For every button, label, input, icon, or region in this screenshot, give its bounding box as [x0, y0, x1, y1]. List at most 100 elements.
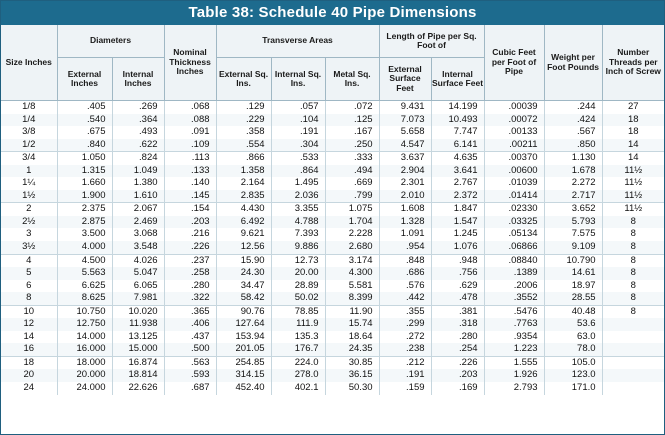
cell-internal-diameter: 6.065 — [111, 279, 165, 293]
cell-external-diameter: 2.375 — [56, 202, 112, 216]
cell-metal-area: 11.90 — [324, 304, 380, 319]
cell-external-diameter: 1.660 — [56, 177, 112, 190]
cell-external-area: 2.164 — [215, 177, 272, 190]
table-row: 6 6.625 6.065.280 34.47 28.89 5.581.576.629.2… — [1, 279, 665, 293]
cell-external-surface: .299 — [378, 318, 432, 331]
table-row: 2½ 2.875 2.469.203 6.492 4.788 1.704 1.328 1.54… — [1, 215, 665, 229]
table-row: 1 1.315 1.049.133 1.358.864.494 2.904 3.641.0… — [1, 164, 665, 178]
cell-cubic-feet: .08840 — [483, 253, 545, 268]
cell-external-diameter: 2.875 — [56, 215, 112, 229]
cell-internal-area: 50.02 — [270, 292, 326, 306]
col-header-internal-sq-ins: Internal Sq. Ins. — [270, 57, 326, 101]
cell-external-surface: .238 — [378, 343, 432, 357]
cell-external-diameter: .675 — [56, 126, 112, 139]
cell-external-area: 201.05 — [215, 343, 272, 357]
cell-external-diameter: 18.000 — [56, 355, 112, 370]
cell-internal-area: 3.355 — [270, 202, 326, 216]
cell-cubic-feet: .1389 — [483, 267, 545, 280]
cell-nominal-thickness: .145 — [163, 189, 217, 203]
cell-weight: 1.130 — [543, 151, 603, 165]
cell-metal-area: 36.15 — [324, 369, 380, 383]
cell-external-diameter: 8.625 — [56, 292, 112, 306]
cell-weight: 18.97 — [543, 279, 603, 293]
table-row: 3/8.675.493.091.358.191.167 5.658 7.747.00… — [1, 126, 665, 139]
table-row: 1/2.840.622.109.554.304.250 4.547 6.141.00… — [1, 138, 665, 152]
col-header-weight: Weight per Foot Pounds — [543, 25, 603, 101]
cell-size: 18 — [1, 355, 57, 370]
cell-external-area: 6.492 — [215, 215, 272, 229]
cell-internal-area: .191 — [270, 126, 326, 139]
cell-internal-area: .057 — [270, 100, 326, 114]
cell-threads: 8 — [601, 267, 665, 280]
table-row: 8 8.625 7.981.322 58.42 50.02 8.399.442.478.3… — [1, 292, 665, 306]
cell-nominal-thickness: .437 — [163, 330, 217, 344]
cell-threads: 8 — [601, 228, 665, 242]
cell-cubic-feet: .00211 — [483, 138, 545, 152]
table-row: 18 18.000 16.874.563 254.85 224.0 30.85.212.2… — [1, 355, 665, 370]
cell-threads: 8 — [601, 253, 665, 268]
cell-nominal-thickness: .237 — [163, 253, 217, 268]
cell-weight: 14.61 — [543, 267, 603, 280]
cell-internal-surface: 1.547 — [430, 215, 485, 229]
cell-cubic-feet: 1.555 — [483, 355, 545, 370]
cell-external-area: 4.430 — [215, 202, 272, 216]
cell-metal-area: .072 — [324, 100, 380, 114]
cell-size: 12 — [1, 318, 57, 331]
cell-internal-diameter: 5.047 — [111, 267, 165, 280]
col-header-internal-surface: Internal Surface Feet — [430, 57, 485, 101]
cell-external-surface: .212 — [378, 355, 432, 370]
cell-metal-area: 2.680 — [324, 241, 380, 255]
col-header-external-sq-ins: External Sq. Ins. — [215, 57, 272, 101]
cell-cubic-feet: .05134 — [483, 228, 545, 242]
cell-internal-area: 20.00 — [270, 267, 326, 280]
cell-internal-surface: .203 — [430, 369, 485, 383]
cell-nominal-thickness: .140 — [163, 177, 217, 190]
cell-internal-diameter: 3.068 — [111, 228, 165, 242]
cell-metal-area: .250 — [324, 138, 380, 152]
cell-threads — [601, 369, 665, 383]
cell-external-area: 58.42 — [215, 292, 272, 306]
cell-external-surface: 4.547 — [378, 138, 432, 152]
cell-internal-diameter: 4.026 — [111, 253, 165, 268]
cell-size: 4 — [1, 253, 57, 268]
cell-internal-surface: .318 — [430, 318, 485, 331]
cell-external-surface: .686 — [378, 267, 432, 280]
cell-nominal-thickness: .500 — [163, 343, 217, 357]
table-row: 5 5.563 5.047.258 24.30 20.00 4.300.686.756.1… — [1, 267, 665, 280]
cell-size: 2 — [1, 202, 57, 216]
cell-metal-area: .669 — [324, 177, 380, 190]
cell-weight: 2.717 — [543, 189, 603, 203]
table-row: 3½ 4.000 3.548.226 12.56 9.886 2.680.954 1.076… — [1, 241, 665, 255]
cell-internal-diameter: .493 — [111, 126, 165, 139]
cell-external-surface: .954 — [378, 241, 432, 255]
cell-size: 6 — [1, 279, 57, 293]
cell-metal-area: .167 — [324, 126, 380, 139]
cell-internal-area: 7.393 — [270, 228, 326, 242]
cell-nominal-thickness: .365 — [163, 304, 217, 319]
cell-internal-area: 176.7 — [270, 343, 326, 357]
cell-size: 10 — [1, 304, 57, 319]
col-header-nominal-thickness: Nominal Thickness Inches — [163, 25, 217, 101]
cell-nominal-thickness: .687 — [163, 382, 217, 395]
cell-weight: 78.0 — [543, 343, 603, 357]
table-title: Table 38: Schedule 40 Pipe Dimensions — [1, 1, 664, 25]
cell-external-area: 314.15 — [215, 369, 272, 383]
cell-internal-diameter: 2.469 — [111, 215, 165, 229]
cell-metal-area: .799 — [324, 189, 380, 203]
cell-external-surface: 2.301 — [378, 177, 432, 190]
table-row: 1/4.540.364.088.229.104.125 7.073 10.493.0… — [1, 113, 665, 127]
cell-threads: 11½ — [601, 164, 665, 178]
cell-external-area: 90.76 — [215, 304, 272, 319]
cell-metal-area: 15.74 — [324, 318, 380, 331]
cell-internal-area: 78.85 — [270, 304, 326, 319]
cell-internal-surface: .254 — [430, 343, 485, 357]
cell-threads: 18 — [601, 126, 665, 139]
cell-cubic-feet: .00039 — [483, 100, 545, 114]
cell-internal-diameter: 7.981 — [111, 292, 165, 306]
cell-weight: 10.790 — [543, 253, 603, 268]
cell-external-surface: .848 — [378, 253, 432, 268]
cell-weight: 5.793 — [543, 215, 603, 229]
cell-internal-area: 4.788 — [270, 215, 326, 229]
cell-metal-area: .333 — [324, 151, 380, 165]
table-row: 14 14.000 13.125.437 153.94 135.3 18.64.272.2… — [1, 330, 665, 344]
